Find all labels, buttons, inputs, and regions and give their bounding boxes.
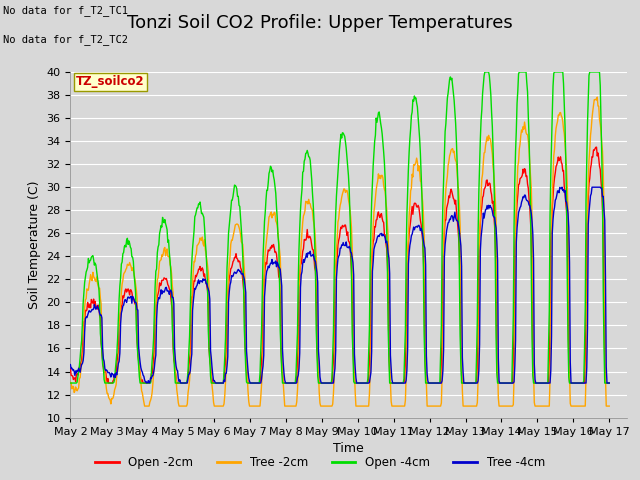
Text: TZ_soilco2: TZ_soilco2 [76,75,145,88]
Tree -2cm [605,403,613,409]
Tree -4cm [558,184,566,190]
Open -2cm [593,144,600,150]
Y-axis label: Soil Temperature (C): Soil Temperature (C) [28,180,41,309]
Tree -4cm [406,242,413,248]
Text: No data for f_T2_TC2: No data for f_T2_TC2 [3,34,128,45]
Open -2cm [216,380,223,386]
Tree -4cm [76,370,84,375]
Tree -4cm [188,357,195,363]
Open -2cm [188,313,195,319]
Open -4cm [481,69,489,75]
Open -2cm [406,224,413,230]
Tree -4cm [605,380,613,386]
Open -2cm [132,308,140,314]
Tree -2cm [76,375,84,381]
Line: Open -2cm: Open -2cm [70,147,609,383]
Text: No data for f_T2_TC1: No data for f_T2_TC1 [3,5,128,16]
Open -4cm [405,149,413,155]
Line: Open -4cm: Open -4cm [70,72,609,383]
Open -4cm [132,290,140,296]
Open -2cm [605,380,613,386]
Tree -2cm [188,347,195,353]
Open -4cm [605,380,613,386]
Open -4cm [186,302,194,308]
Tree -2cm [422,358,429,363]
X-axis label: Time: Time [333,442,364,455]
Open -4cm [215,380,223,386]
Tree -4cm [67,362,74,368]
Text: Tonzi Soil CO2 Profile: Upper Temperatures: Tonzi Soil CO2 Profile: Upper Temperatur… [127,14,513,33]
Tree -2cm [593,94,601,100]
Tree -2cm [216,403,223,409]
Open -4cm [67,380,74,386]
Open -2cm [422,371,429,376]
Legend: Open -2cm, Tree -2cm, Open -4cm, Tree -4cm: Open -2cm, Tree -2cm, Open -4cm, Tree -4… [90,452,550,474]
Tree -2cm [141,403,148,409]
Line: Tree -2cm: Tree -2cm [70,97,609,406]
Tree -2cm [406,202,413,208]
Tree -2cm [132,282,140,288]
Open -2cm [67,366,74,372]
Tree -2cm [67,380,74,385]
Tree -4cm [132,300,140,305]
Open -2cm [105,380,113,386]
Open -4cm [76,355,84,360]
Line: Tree -4cm: Tree -4cm [70,187,609,383]
Tree -4cm [216,380,223,386]
Tree -4cm [422,262,429,268]
Tree -4cm [143,380,150,386]
Open -2cm [76,363,84,369]
Open -4cm [421,360,429,365]
